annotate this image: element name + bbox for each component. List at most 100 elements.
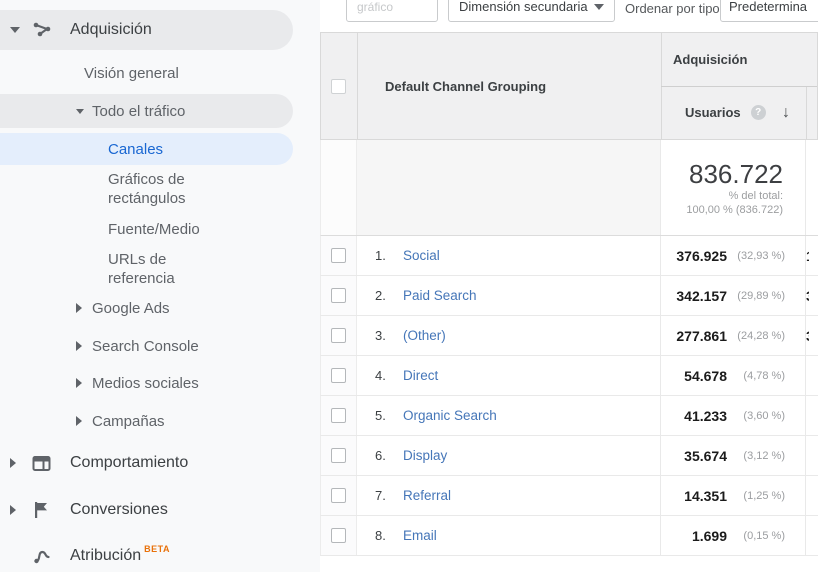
table-row: 6. Display 35.674 (3,12 %) [320,436,818,476]
chevron-down-icon [594,4,604,10]
sidebar-item-todo-el-trafico[interactable]: Todo el tráfico [0,94,293,128]
chevron-right-icon[interactable] [10,458,16,468]
sidebar-item-adquisicion[interactable]: Adquisición [0,10,293,50]
checkbox-cell [321,316,357,355]
sidebar-item-google-ads[interactable]: Google Ads [0,298,293,318]
channel-link[interactable]: (Other) [403,328,446,343]
sidebar: Adquisición Visión general Todo el tráfi… [0,0,320,572]
chevron-right-icon[interactable] [76,416,82,426]
row-checkbox[interactable] [331,248,346,263]
sidebar-item-campanas[interactable]: Campañas [0,411,293,431]
chevron-down-icon[interactable] [10,27,20,33]
channel-link[interactable]: Social [403,248,440,263]
users-cell: 41.233 (3,60 %) [661,396,806,435]
checkbox-cell [321,276,357,315]
channel-cell: 8. Email [357,516,661,555]
sidebar-item-canales[interactable]: Canales [0,133,293,165]
sort-type-select[interactable]: Predetermina [720,0,818,22]
sidebar-item-label: Adquisición [70,21,152,38]
sidebar-item-label: Todo el tráfico [92,102,186,120]
sidebar-item-vision-general[interactable]: Visión general [0,60,293,86]
channel-link[interactable]: Paid Search [403,288,477,303]
table-row: 5. Organic Search 41.233 (3,60 %) [320,396,818,436]
users-cell: 35.674 (3,12 %) [661,436,806,475]
chevron-down-icon[interactable] [76,108,84,114]
secondary-dimension-label: Dimensión secundaria [459,0,588,14]
row-rank: 6. [375,448,386,463]
sidebar-item-label: Search Console [92,337,199,355]
dimension-column-header[interactable]: Default Channel Grouping [385,78,547,94]
sidebar-item-label: Conversiones [70,501,168,518]
sidebar-item-label: Campañas [92,412,165,430]
users-cell: 376.925 (32,93 %) [661,236,806,275]
table-row: 8. Email 1.699 (0,15 %) [320,516,818,556]
users-cell: 14.351 (1,25 %) [661,476,806,515]
sort-descending-icon[interactable]: ↓ [782,103,790,121]
clipped-next-column: 1 [806,236,818,275]
users-value: 277.861 [676,327,727,344]
channel-cell: 1. Social [357,236,661,275]
sidebar-item-search-console[interactable]: Search Console [0,336,293,356]
row-checkbox[interactable] [331,408,346,423]
sidebar-item-label: URLs de referencia [108,251,175,287]
checkbox-cell [321,236,357,275]
sidebar-item-label: Gráficos de rectángulos [108,171,186,207]
totals-pct-label: % del total: [728,189,783,202]
channel-link[interactable]: Referral [403,488,452,503]
secondary-dimension-button[interactable]: Dimensión secundaria [448,0,615,22]
users-pct: (0,15 %) [743,529,785,542]
select-all-checkbox[interactable] [331,79,346,94]
sidebar-item-fuente-medio[interactable]: Fuente/Medio [0,219,293,239]
channel-link[interactable]: Display [403,448,448,463]
row-rank: 1. [375,248,386,263]
users-cell: 54.678 (4,78 %) [661,356,806,395]
row-checkbox[interactable] [331,528,346,543]
row-checkbox[interactable] [331,288,346,303]
sidebar-item-comportamiento[interactable]: Comportamiento [0,443,293,483]
chevron-right-icon[interactable] [76,378,82,388]
clipped-value: 1 [806,248,809,264]
channel-cell: 7. Referral [357,476,661,515]
table-row: 7. Referral 14.351 (1,25 %) [320,476,818,516]
chevron-right-icon[interactable] [76,303,82,313]
plot-rows-button[interactable]: Incluir en gráfico [346,0,438,22]
row-rank: 2. [375,288,386,303]
table-row: 1. Social 376.925 (32,93 %) 1 [320,236,818,276]
row-checkbox[interactable] [331,368,346,383]
users-pct: (4,78 %) [743,369,785,382]
table-row: 2. Paid Search 342.157 (29,89 %) 3 [320,276,818,316]
sidebar-item-graficos-de-rectangulos[interactable]: Gráficos de rectángulos [0,169,293,209]
channel-cell: 3. (Other) [357,316,661,355]
chevron-right-icon[interactable] [10,505,16,515]
totals-row: 836.722 % del total: 100,00 % (836.722) [320,140,818,236]
row-checkbox[interactable] [331,448,346,463]
sidebar-item-label: Visión general [84,64,179,82]
sidebar-item-urls-de-referencia[interactable]: URLs de referencia [0,249,293,289]
checkbox-cell [321,476,357,515]
totals-users-cell: 836.722 % del total: 100,00 % (836.722) [661,140,806,235]
row-checkbox[interactable] [331,328,346,343]
help-icon[interactable]: ? [750,105,766,120]
totals-pct-value: 100,00 % (836.722) [686,203,783,216]
sidebar-item-atribucion[interactable]: Atribución BETA [0,536,293,576]
chevron-right-icon[interactable] [76,341,82,351]
sidebar-item-label: Google Ads [92,299,170,317]
row-checkbox[interactable] [331,488,346,503]
acquisition-icon [32,19,54,41]
sidebar-item-conversiones[interactable]: Conversiones [0,490,293,530]
sidebar-item-medios-sociales[interactable]: Medios sociales [0,373,293,393]
totals-checkbox-cell [321,140,357,235]
users-value: 342.157 [676,287,727,304]
sort-type-value: Predetermina [729,0,808,14]
checkbox-cell [321,356,357,395]
channel-link[interactable]: Email [403,528,437,543]
sort-type-label: Ordenar por tipo: [625,1,724,16]
users-header-label[interactable]: Usuarios [685,105,741,120]
row-rank: 7. [375,488,386,503]
users-value: 54.678 [684,367,727,384]
row-rank: 3. [375,328,386,343]
channel-link[interactable]: Organic Search [403,408,497,423]
users-column-header[interactable]: Usuarios ? ↓ [661,86,806,139]
users-cell: 342.157 (29,89 %) [661,276,806,315]
channel-link[interactable]: Direct [403,368,439,383]
